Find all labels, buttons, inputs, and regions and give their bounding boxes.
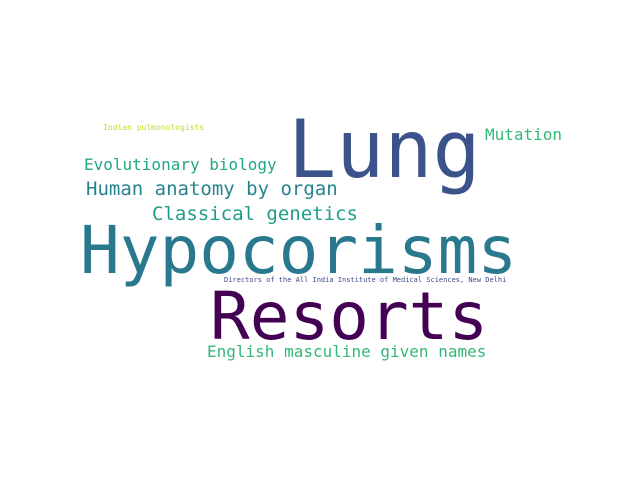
word-classical-genetics: Classical genetics xyxy=(152,203,358,225)
word-english-masculine-given-names: English masculine given names xyxy=(207,342,487,361)
word-resorts: Resorts xyxy=(210,278,489,355)
word-evolutionary-biology: Evolutionary biology xyxy=(84,155,277,174)
word-human-anatomy-by-organ: Human anatomy by organ xyxy=(86,178,338,200)
word-lung: Lung xyxy=(288,103,481,196)
word-directors-aiims: Directors of the All India Institute of … xyxy=(224,276,507,284)
word-indian-pulmonologists: Indian pulmonologists xyxy=(103,123,205,132)
word-hypocorisms: Hypocorisms xyxy=(80,212,518,289)
word-mutation: Mutation xyxy=(485,125,563,144)
